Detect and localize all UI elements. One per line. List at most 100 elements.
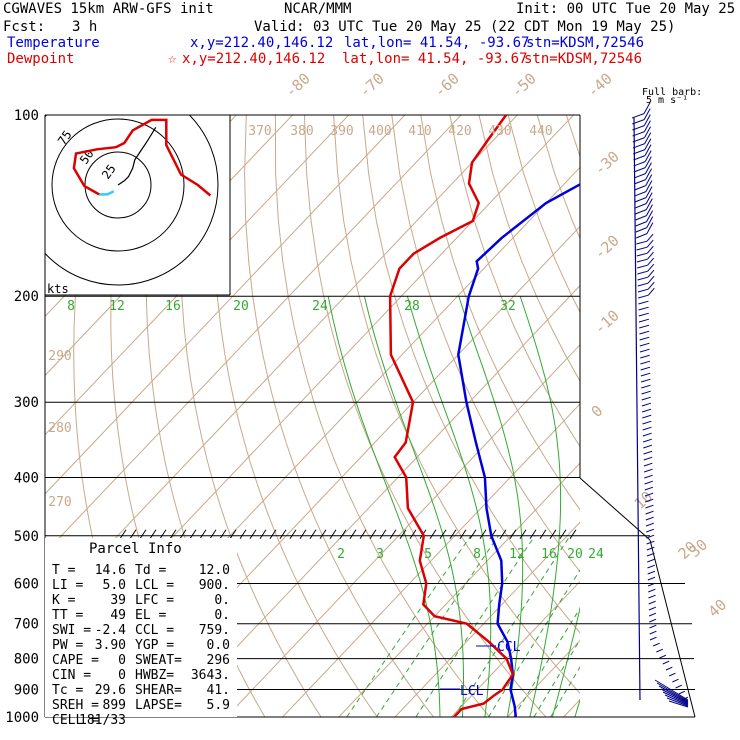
isotherm-label: -20 (591, 231, 623, 263)
wind-barb (642, 414, 652, 419)
fcst-label: Fcst: (3, 19, 46, 35)
wind-barb (643, 456, 653, 461)
pressure-tick-label: 1000 (5, 710, 39, 726)
tick-mark (459, 529, 467, 540)
wind-barbs (631, 102, 689, 708)
wind-barb (631, 113, 645, 119)
theta-label: 430 (488, 124, 511, 139)
isotherm-label: -40 (584, 69, 616, 101)
wind-barb-flag (643, 102, 651, 114)
tick-mark (569, 529, 577, 540)
wind-barb (642, 438, 652, 443)
hodograph-ring-label: 75 (55, 128, 75, 148)
wind-barb (638, 318, 650, 323)
tick-mark (309, 529, 317, 540)
tick-mark (219, 529, 227, 540)
wind-barb (658, 685, 689, 703)
isotherm-label: 10 (631, 488, 656, 513)
wind-barb (639, 348, 650, 353)
mixing-ratio-label: 16 (165, 299, 181, 314)
parcel-value: 3643. (191, 668, 230, 683)
mixing-ratio-label: 24 (588, 547, 604, 562)
theta-label: 290 (48, 349, 71, 364)
wind-barb-flag (645, 198, 653, 210)
pressure-tick-label: 600 (14, 576, 39, 592)
dewpoint-legend: Dewpoint (7, 51, 75, 67)
wind-barb (641, 396, 651, 401)
parcel-label: LFC = (135, 593, 174, 608)
pressure-tick-label: 300 (14, 395, 39, 411)
pressure-tick-label: 500 (14, 529, 39, 545)
tick-mark (409, 529, 417, 540)
isotherm-line (620, 115, 740, 717)
parcel-label: LAPSE= (135, 698, 182, 713)
tick-mark (389, 529, 397, 540)
parcel-label: EL = (135, 608, 166, 623)
tick-mark (439, 529, 447, 540)
wind-barb (649, 636, 657, 641)
tick-mark (339, 529, 347, 540)
wind-barb-flag (644, 132, 652, 144)
parcel-label: YGP = (135, 638, 174, 653)
isotherm-label: -50 (508, 69, 540, 101)
parcel-label: SWI = (52, 623, 91, 638)
wind-barb (634, 185, 646, 191)
wind-barb (644, 474, 653, 479)
tick-mark (249, 529, 257, 540)
moist-adiabat (551, 606, 580, 717)
wind-barb (639, 342, 650, 347)
isotherm-line (45, 115, 406, 495)
wind-barb (635, 233, 648, 239)
wind-barb-flag (647, 287, 655, 296)
parcel-value: 900. (199, 578, 230, 593)
temperature-location: x,y=212.40,146.12 (190, 35, 334, 51)
dry-adiabat (536, 115, 580, 240)
parcel-value: 759. (199, 623, 230, 638)
theta-label: 410 (408, 124, 431, 139)
wind-barb (637, 264, 648, 269)
wind-barb-flag (646, 222, 654, 234)
wind-barb (665, 666, 673, 671)
wind-barb-flag (645, 192, 653, 204)
wind-barb-flag (644, 144, 652, 156)
mixing-ratio-label: 8 (473, 547, 481, 562)
temperature-profile (457, 182, 580, 717)
parcel-value: 29.6 (95, 683, 126, 698)
tick-mark (299, 529, 307, 540)
wind-barb (644, 492, 654, 497)
moist-adiabat (327, 296, 441, 717)
pressure-tick-label: 800 (14, 652, 39, 668)
parcel-label: PW = (52, 638, 83, 653)
tick-mark (269, 529, 277, 540)
wind-barb (636, 246, 648, 251)
theta-label: 280 (48, 421, 71, 436)
tick-mark (549, 529, 557, 540)
dry-adiabat (478, 115, 580, 382)
wind-barb (644, 468, 653, 473)
tick-mark (349, 529, 357, 540)
tick-mark (149, 529, 157, 540)
wind-barb (648, 612, 657, 617)
theta-label: 420 (448, 124, 471, 139)
parcel-label: HWBZ= (135, 668, 174, 683)
dry-adiabat (391, 115, 580, 573)
tick-mark (169, 529, 177, 540)
hodograph-units: kts (47, 282, 69, 296)
wind-barb (645, 498, 654, 503)
wind-barb (636, 258, 648, 263)
wind-barb-flag (644, 150, 652, 162)
parcel-label: SHEAR= (135, 683, 182, 698)
wind-barb (640, 366, 651, 371)
wind-barb (640, 378, 651, 383)
wind-barb-flag (645, 180, 653, 192)
tick-mark (539, 529, 547, 540)
wind-barb (639, 336, 650, 341)
tick-mark (559, 529, 567, 540)
wind-barb (662, 660, 670, 665)
wind-barb (645, 510, 654, 515)
wind-barb (637, 276, 649, 281)
wind-barb (638, 300, 649, 305)
wind-barb (647, 582, 656, 587)
tick-mark (499, 529, 507, 540)
